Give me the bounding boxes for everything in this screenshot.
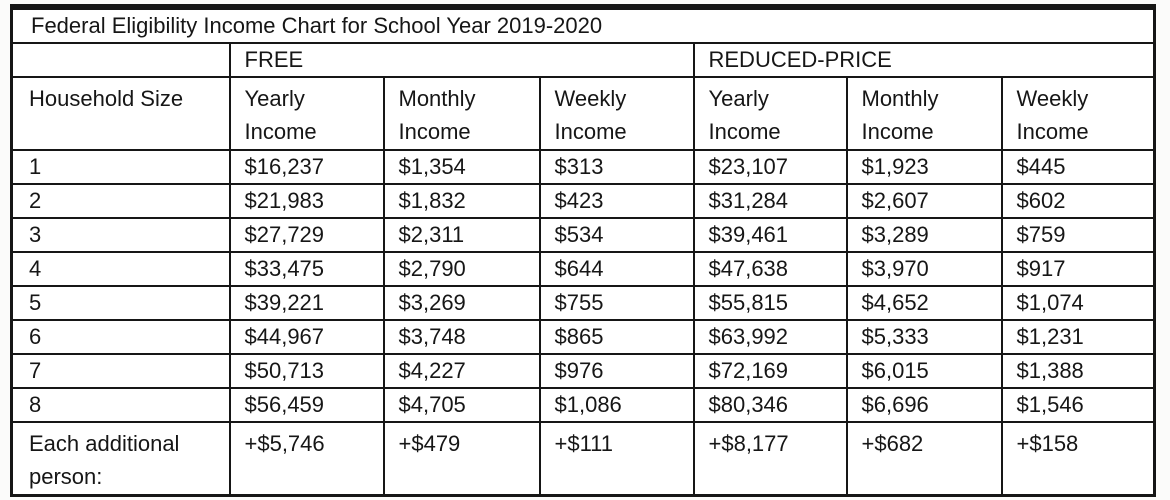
reduced-price-section-header: REDUCED-PRICE xyxy=(692,42,1156,78)
reduced-weekly-cell: $602 xyxy=(1000,183,1156,219)
header-label: Weekly Income xyxy=(554,86,627,144)
table-row: 5 $39,221 $3,269 $755 $55,815 $4,652 $1,… xyxy=(10,285,1156,321)
reduced-yearly-cell: $39,461 xyxy=(692,217,848,253)
reduced-yearly-cell: $47,638 xyxy=(692,251,848,287)
reduced-weekly-cell: $1,388 xyxy=(1000,353,1156,389)
empty-corner-cell xyxy=(10,42,231,78)
header-label: Yearly Income xyxy=(708,86,781,144)
reduced-weekly-cell: $445 xyxy=(1000,149,1156,185)
table-row: 1 $16,237 $1,354 $313 $23,107 $1,923 $44… xyxy=(10,149,1156,185)
table-row: 6 $44,967 $3,748 $865 $63,992 $5,333 $1,… xyxy=(10,319,1156,355)
reduced-weekly-cell: $917 xyxy=(1000,251,1156,287)
reduced-yearly-cell: $31,284 xyxy=(692,183,848,219)
free-yearly-cell: $56,459 xyxy=(228,387,385,423)
reduced-monthly-cell: +$682 xyxy=(845,421,1003,497)
table-row: 8 $56,459 $4,705 $1,086 $80,346 $6,696 $… xyxy=(10,387,1156,423)
header-label: Weekly Income xyxy=(1016,86,1089,144)
table-row: 3 $27,729 $2,311 $534 $39,461 $3,289 $75… xyxy=(10,217,1156,253)
free-yearly-cell: $27,729 xyxy=(228,217,385,253)
table-row: 2 $21,983 $1,832 $423 $31,284 $2,607 $60… xyxy=(10,183,1156,219)
reduced-monthly-cell: $4,652 xyxy=(845,285,1003,321)
free-monthly-cell: $4,227 xyxy=(382,353,541,389)
reduced-monthly-cell: $2,607 xyxy=(845,183,1003,219)
column-header-row: Household Size Yearly Income Monthly Inc… xyxy=(10,76,1156,151)
header-free-yearly-income: Yearly Income xyxy=(228,76,385,151)
free-weekly-cell: $423 xyxy=(538,183,695,219)
additional-person-label: Each additional person: xyxy=(10,421,231,497)
header-label: Monthly Income xyxy=(861,86,939,144)
free-yearly-cell: +$5,746 xyxy=(228,421,385,497)
free-monthly-cell: $4,705 xyxy=(382,387,541,423)
free-yearly-cell: $44,967 xyxy=(228,319,385,355)
reduced-yearly-cell: $72,169 xyxy=(692,353,848,389)
reduced-yearly-cell: $80,346 xyxy=(692,387,848,423)
section-header-row: FREE REDUCED-PRICE xyxy=(10,42,1156,78)
free-weekly-cell: $313 xyxy=(538,149,695,185)
header-household-size: Household Size xyxy=(10,76,231,151)
free-yearly-cell: $39,221 xyxy=(228,285,385,321)
free-yearly-cell: $16,237 xyxy=(228,149,385,185)
free-monthly-cell: $3,748 xyxy=(382,319,541,355)
free-monthly-cell: $1,354 xyxy=(382,149,541,185)
free-monthly-cell: $2,311 xyxy=(382,217,541,253)
free-weekly-cell: $976 xyxy=(538,353,695,389)
reduced-yearly-cell: +$8,177 xyxy=(692,421,848,497)
reduced-yearly-cell: $63,992 xyxy=(692,319,848,355)
household-size-cell: 7 xyxy=(10,353,231,389)
free-yearly-cell: $21,983 xyxy=(228,183,385,219)
free-yearly-cell: $33,475 xyxy=(228,251,385,287)
header-free-monthly-income: Monthly Income xyxy=(382,76,541,151)
free-monthly-cell: $2,790 xyxy=(382,251,541,287)
household-size-cell: 4 xyxy=(10,251,231,287)
reduced-monthly-cell: $3,289 xyxy=(845,217,1003,253)
free-weekly-cell: +$111 xyxy=(538,421,695,497)
page-title: Federal Eligibility Income Chart for Sch… xyxy=(10,6,1156,44)
household-size-cell: 6 xyxy=(10,319,231,355)
household-size-cell: 5 xyxy=(10,285,231,321)
income-chart-table: Federal Eligibility Income Chart for Sch… xyxy=(10,4,1157,497)
free-weekly-cell: $755 xyxy=(538,285,695,321)
header-free-weekly-income: Weekly Income xyxy=(538,76,695,151)
free-monthly-cell: +$479 xyxy=(382,421,541,497)
reduced-weekly-cell: $1,074 xyxy=(1000,285,1156,321)
reduced-monthly-cell: $1,923 xyxy=(845,149,1003,185)
reduced-weekly-cell: $759 xyxy=(1000,217,1156,253)
additional-person-row: Each additional person: +$5,746 +$479 +$… xyxy=(10,421,1156,497)
reduced-monthly-cell: $6,696 xyxy=(845,387,1003,423)
reduced-monthly-cell: $6,015 xyxy=(845,353,1003,389)
free-section-header: FREE xyxy=(228,42,695,78)
free-weekly-cell: $644 xyxy=(538,251,695,287)
reduced-monthly-cell: $5,333 xyxy=(845,319,1003,355)
header-label: Monthly Income xyxy=(398,86,476,144)
reduced-yearly-cell: $23,107 xyxy=(692,149,848,185)
free-weekly-cell: $534 xyxy=(538,217,695,253)
reduced-yearly-cell: $55,815 xyxy=(692,285,848,321)
household-size-cell: 2 xyxy=(10,183,231,219)
free-yearly-cell: $50,713 xyxy=(228,353,385,389)
table-title-row: Federal Eligibility Income Chart for Sch… xyxy=(10,6,1156,44)
table-row: 7 $50,713 $4,227 $976 $72,169 $6,015 $1,… xyxy=(10,353,1156,389)
household-size-cell: 3 xyxy=(10,217,231,253)
household-size-cell: 8 xyxy=(10,387,231,423)
free-weekly-cell: $865 xyxy=(538,319,695,355)
household-size-cell: 1 xyxy=(10,149,231,185)
free-monthly-cell: $3,269 xyxy=(382,285,541,321)
header-label: Yearly Income xyxy=(244,86,317,144)
header-reduced-monthly-income: Monthly Income xyxy=(845,76,1003,151)
table-row: 4 $33,475 $2,790 $644 $47,638 $3,970 $91… xyxy=(10,251,1156,287)
reduced-weekly-cell: $1,546 xyxy=(1000,387,1156,423)
header-reduced-yearly-income: Yearly Income xyxy=(692,76,848,151)
header-reduced-weekly-income: Weekly Income xyxy=(1000,76,1156,151)
reduced-monthly-cell: $3,970 xyxy=(845,251,1003,287)
free-weekly-cell: $1,086 xyxy=(538,387,695,423)
reduced-weekly-cell: $1,231 xyxy=(1000,319,1156,355)
free-monthly-cell: $1,832 xyxy=(382,183,541,219)
reduced-weekly-cell: +$158 xyxy=(1000,421,1156,497)
